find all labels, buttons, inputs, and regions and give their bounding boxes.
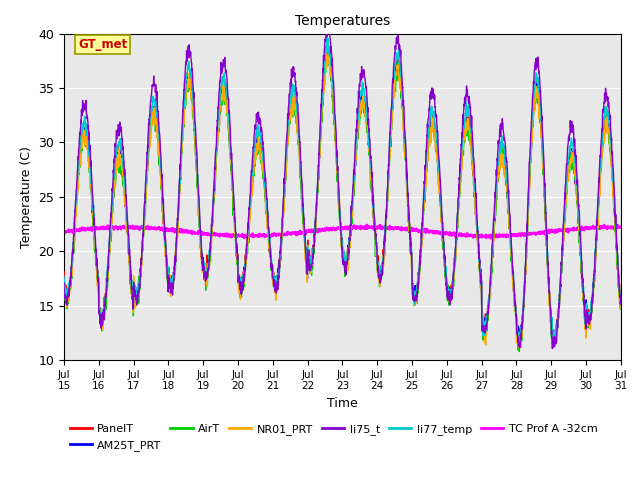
Text: GT_met: GT_met	[78, 38, 127, 51]
Legend: PanelT, AM25T_PRT, AirT, NR01_PRT, li75_t, li77_temp, TC Prof A -32cm: PanelT, AM25T_PRT, AirT, NR01_PRT, li75_…	[70, 424, 598, 451]
Y-axis label: Temperature (C): Temperature (C)	[20, 146, 33, 248]
Title: Temperatures: Temperatures	[295, 14, 390, 28]
X-axis label: Time: Time	[327, 397, 358, 410]
